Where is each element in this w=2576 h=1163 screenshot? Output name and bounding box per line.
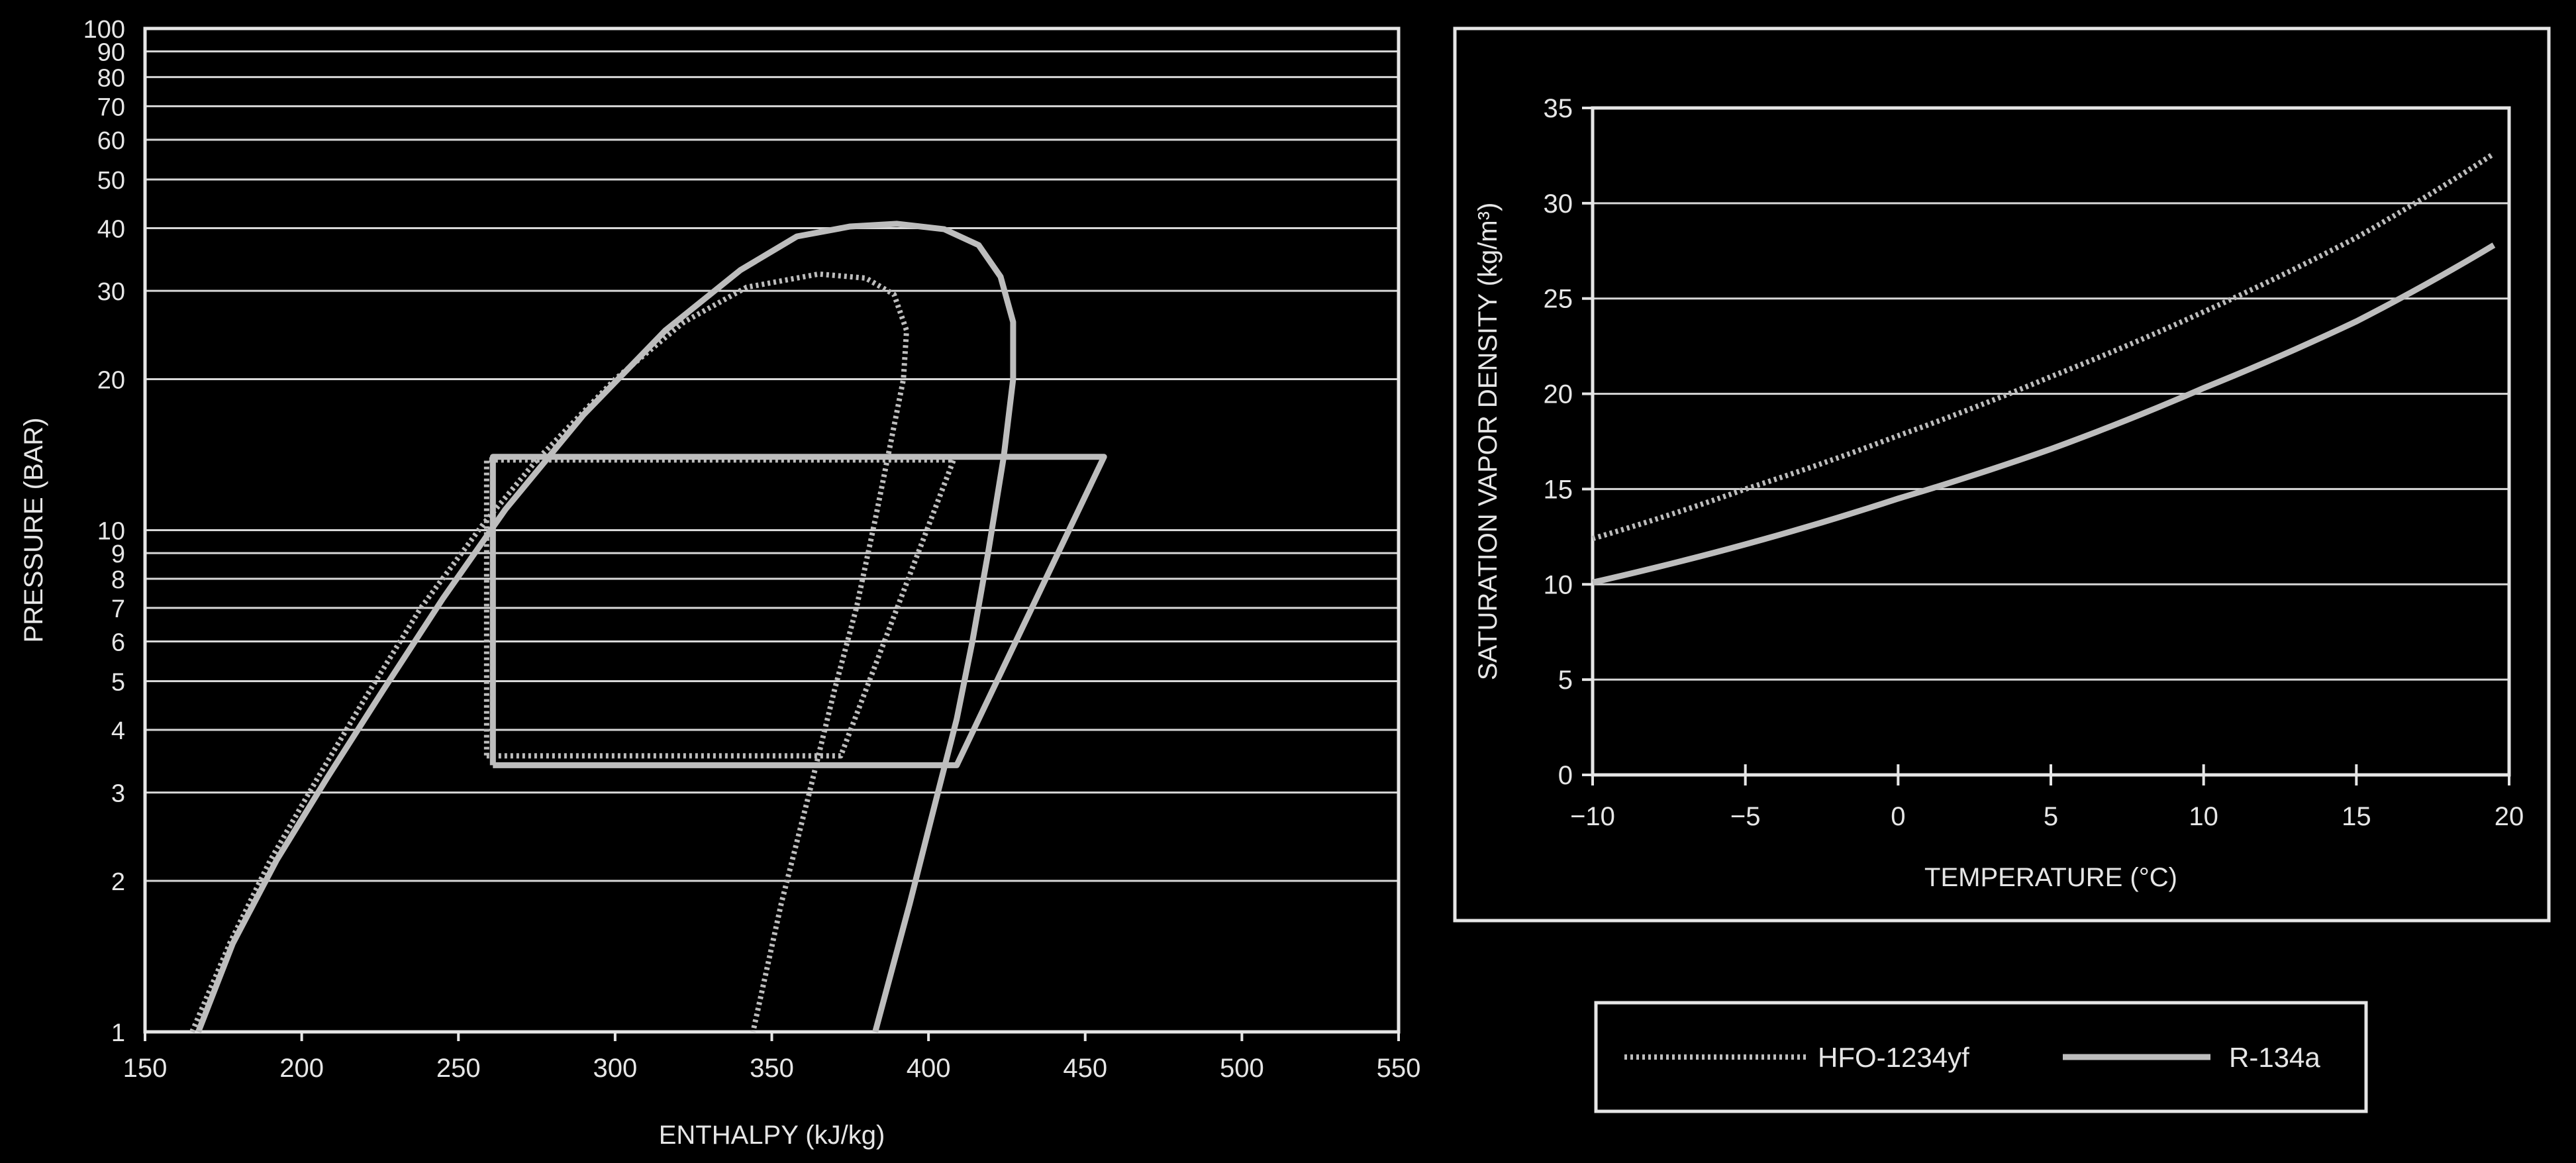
chart-border bbox=[1453, 26, 2551, 923]
x-axis-label: TEMPERATURE (°C) bbox=[1924, 863, 2177, 892]
y-tick-label: 40 bbox=[97, 215, 125, 243]
series-line bbox=[1591, 151, 2496, 542]
y-tick-labels: 0 5 10 15 20 25 30 35 bbox=[1544, 94, 1593, 790]
y-axis-label: PRESSURE (BAR) bbox=[19, 417, 48, 642]
y-tick-label: 50 bbox=[97, 167, 125, 195]
y-tick-label: 1 bbox=[111, 1019, 125, 1047]
y-tick-label: 6 bbox=[111, 629, 125, 657]
y-tick-label: 5 bbox=[111, 669, 125, 697]
plot-frame bbox=[1591, 106, 2511, 777]
y-tick-label: 25 bbox=[1544, 285, 1573, 314]
y-tick-label: 80 bbox=[97, 64, 125, 92]
x-tick-label: 0 bbox=[1891, 802, 1905, 831]
x-tick-label: 5 bbox=[2044, 802, 2058, 831]
x-axis-label: ENTHALPY (kJ/kg) bbox=[659, 1121, 885, 1150]
y-tick-label: 30 bbox=[1544, 189, 1573, 219]
y-tick-label: 60 bbox=[97, 127, 125, 155]
y-tick-label: 4 bbox=[111, 717, 125, 745]
y-tick-label: 90 bbox=[97, 39, 125, 67]
y-axis-label: SATURATION VAPOR DENSITY (kg/m³) bbox=[1473, 203, 1503, 681]
legend-box bbox=[1594, 1001, 2368, 1113]
series-cycle-line bbox=[489, 454, 1107, 768]
series-dome-line bbox=[189, 271, 909, 1033]
grid-lines bbox=[145, 27, 1399, 1033]
legend-label: R-134a bbox=[2229, 1042, 2320, 1073]
y-tick-label: 35 bbox=[1544, 94, 1573, 123]
x-tick-label: 150 bbox=[123, 1054, 168, 1083]
series-cycle-line bbox=[483, 457, 956, 759]
x-tick-label: 250 bbox=[436, 1054, 481, 1083]
x-tick-label: 500 bbox=[1220, 1054, 1264, 1083]
series-dome-line bbox=[195, 221, 1016, 1033]
y-tick-label: 100 bbox=[83, 16, 125, 44]
y-tick-label: 15 bbox=[1544, 475, 1573, 504]
legend: HFO-1234yf R-134a bbox=[1594, 1001, 2368, 1113]
x-tick-label: 300 bbox=[593, 1054, 638, 1083]
x-tick-label: 10 bbox=[2189, 802, 2218, 831]
legend-label: HFO-1234yf bbox=[1818, 1042, 1969, 1073]
y-tick-label: 9 bbox=[111, 540, 125, 568]
y-tick-label: 30 bbox=[97, 278, 125, 306]
series-line bbox=[1591, 242, 2496, 585]
x-tick-label: −10 bbox=[1570, 802, 1615, 831]
series-group bbox=[189, 221, 1107, 1033]
x-tick-label: 550 bbox=[1377, 1054, 1421, 1083]
y-tick-label: 20 bbox=[1544, 380, 1573, 409]
y-tick-label: 8 bbox=[111, 566, 125, 594]
x-tick-label: 20 bbox=[2495, 802, 2524, 831]
y-tick-label: 10 bbox=[1544, 570, 1573, 599]
x-tick-label: 450 bbox=[1063, 1054, 1107, 1083]
x-tick-label: 200 bbox=[279, 1054, 324, 1083]
grid-lines bbox=[1593, 107, 2509, 776]
y-tick-label: 10 bbox=[97, 518, 125, 546]
y-tick-label: 5 bbox=[1558, 666, 1573, 695]
y-tick-label: 20 bbox=[97, 366, 125, 394]
y-tick-label: 7 bbox=[111, 595, 125, 623]
x-tick-labels: 150 200 250 300 350 400 450 500 550 bbox=[123, 1032, 1421, 1083]
x-tick-label: −5 bbox=[1730, 802, 1761, 831]
x-tick-label: 350 bbox=[750, 1054, 794, 1083]
series-group bbox=[1591, 151, 2496, 585]
y-tick-label: 70 bbox=[97, 93, 125, 121]
density-temperature-chart: 0 5 10 15 20 25 30 35 −10 −5 0 5 10 15 20 TEMPERATURE… bbox=[1453, 26, 2551, 923]
y-tick-label: 3 bbox=[111, 780, 125, 808]
y-tick-label: 0 bbox=[1558, 761, 1573, 790]
x-tick-label: 400 bbox=[907, 1054, 951, 1083]
x-tick-label: 15 bbox=[2342, 802, 2371, 831]
x-tick-labels: −10 −5 0 5 10 15 20 bbox=[1570, 764, 2524, 831]
y-tick-label: 2 bbox=[111, 868, 125, 896]
